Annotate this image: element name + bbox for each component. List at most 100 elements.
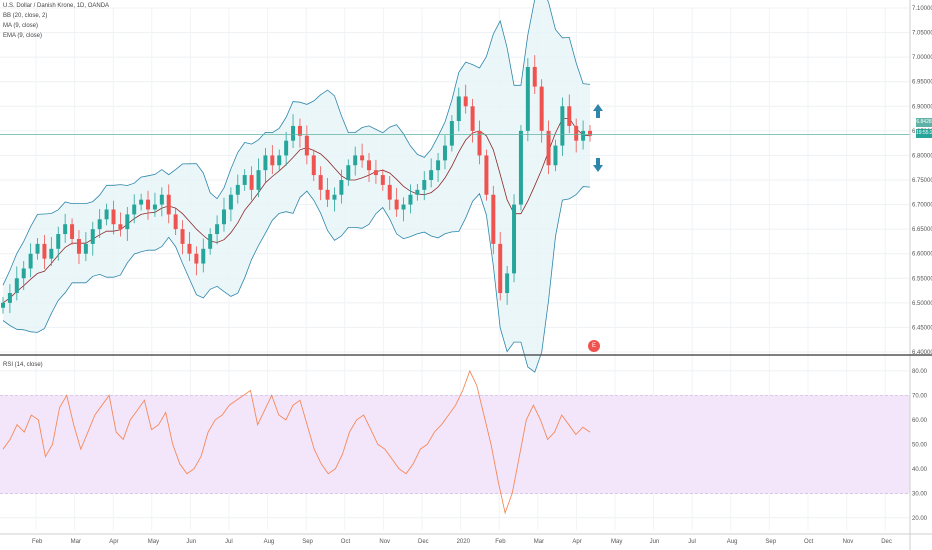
- time-tick-label: May: [148, 539, 159, 545]
- candle-body: [574, 125, 579, 141]
- time-tick-label: Dec: [418, 539, 429, 545]
- legend-ema[interactable]: EMA (9, close): [3, 33, 43, 39]
- candle-body: [201, 248, 206, 264]
- time-tick-label: Nov: [843, 539, 854, 545]
- time-tick-label: Aug: [727, 539, 738, 545]
- earnings-badge[interactable]: E: [588, 340, 600, 352]
- candle-body: [35, 243, 40, 254]
- time-tick-label: Apr: [572, 539, 581, 545]
- candle-body: [297, 125, 302, 136]
- legend-bb[interactable]: BB (20, close, 2): [3, 13, 48, 19]
- price-tick-label: 7.05000: [912, 31, 932, 37]
- candle-body: [581, 130, 586, 141]
- candle-body: [173, 214, 178, 230]
- candle-body: [360, 155, 365, 161]
- rsi-tick-label: 30.00: [912, 491, 928, 497]
- candle-body: [498, 243, 503, 294]
- candle-body: [339, 180, 344, 195]
- candle-body: [277, 155, 282, 166]
- candle-body: [146, 199, 151, 210]
- candle-body: [132, 204, 137, 215]
- candle-body: [346, 165, 351, 180]
- time-tick-label: Nov: [379, 539, 390, 545]
- bollinger-upper-line: [2, 0, 591, 286]
- candle-body: [1, 302, 5, 308]
- rsi-pane[interactable]: [0, 369, 910, 515]
- candle-body: [187, 243, 192, 254]
- time-tick-label: Apr: [109, 539, 118, 545]
- candle-body: [90, 229, 95, 244]
- time-tick-label: Dec: [881, 539, 892, 545]
- candle-body: [456, 96, 461, 122]
- time-tick-label: Jun: [186, 539, 196, 545]
- rsi-tick-label: 50.00: [912, 442, 928, 448]
- price-tick-label: 6.90000: [912, 104, 932, 110]
- candle-body: [505, 273, 510, 294]
- candle-body: [166, 194, 171, 215]
- candle-body: [152, 204, 157, 210]
- candle-body: [325, 189, 330, 200]
- candle-body: [42, 243, 47, 259]
- price-tick-label: 6.65000: [912, 227, 932, 233]
- candle-body: [180, 229, 185, 244]
- down-arrow-icon: [593, 158, 603, 172]
- candle-body: [415, 189, 420, 195]
- candle-body: [215, 224, 220, 235]
- candle-body: [270, 155, 275, 166]
- candle-body: [560, 106, 565, 146]
- symbol-title[interactable]: U.S. Dollar / Danish Krone, 1D, OANDA: [3, 3, 110, 9]
- candle-body: [394, 199, 399, 210]
- legend-ma[interactable]: MA (9, close): [3, 23, 39, 29]
- price-tick-label: 6.60000: [912, 252, 932, 258]
- rsi-line: [2, 369, 591, 515]
- price-tick-label: 6.55000: [912, 276, 932, 282]
- time-tick-label: Oct: [804, 539, 814, 545]
- candle-body: [477, 130, 482, 156]
- candle-body: [408, 194, 413, 205]
- candle-body: [7, 293, 12, 303]
- candle-body: [588, 130, 592, 136]
- candle-body: [512, 204, 517, 274]
- time-tick-label: Jul: [688, 539, 696, 545]
- price-pane[interactable]: [0, 0, 910, 373]
- candle-body: [208, 234, 213, 249]
- time-tick-label: 2020: [457, 539, 471, 545]
- candle-body: [429, 170, 434, 180]
- candle-body: [449, 121, 454, 146]
- candle-body: [291, 125, 296, 141]
- candle-body: [139, 199, 144, 205]
- price-tick-label: 7.00000: [912, 55, 932, 61]
- time-tick-label: May: [611, 539, 622, 545]
- time-tick-label: Mar: [534, 539, 544, 545]
- candle-body: [422, 180, 427, 190]
- time-tick-label: Mar: [71, 539, 81, 545]
- candle-body: [539, 86, 544, 131]
- rsi-tick-label: 60.00: [912, 418, 928, 424]
- bollinger-band-fill: [3, 0, 590, 373]
- price-tick-label: 6.75000: [912, 178, 932, 184]
- time-tick-label: Sep: [302, 539, 313, 545]
- candle-body: [284, 140, 289, 156]
- candle-body: [118, 224, 123, 230]
- time-tick-label: Oct: [341, 539, 351, 545]
- candle-body: [532, 66, 537, 87]
- candle-body: [249, 175, 254, 190]
- candle-body: [332, 194, 337, 200]
- legend-rsi[interactable]: RSI (14, close): [3, 362, 43, 368]
- candle-body: [256, 170, 261, 190]
- candle-body: [401, 204, 406, 210]
- candle-body: [97, 219, 102, 230]
- candle-body: [56, 234, 61, 249]
- candle-body: [442, 145, 447, 161]
- candle-body: [567, 106, 572, 126]
- price-tick-label: 6.50000: [912, 301, 932, 307]
- candle-body: [373, 170, 378, 176]
- bollinger-lower-line: [2, 186, 591, 373]
- candle-body: [70, 224, 75, 239]
- time-tick-label: Aug: [264, 539, 275, 545]
- price-tick-label: 7.10000: [912, 6, 932, 12]
- candle-body: [125, 214, 130, 230]
- candle-body: [380, 175, 385, 185]
- candle-body: [484, 155, 489, 195]
